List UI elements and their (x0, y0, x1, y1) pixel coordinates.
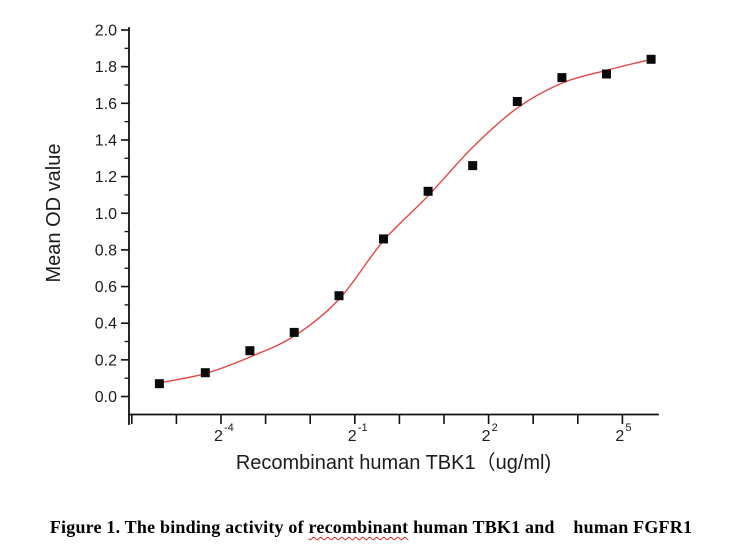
x-tick-label: 2 -1 (348, 422, 368, 445)
y-tick-label: 2.0 (95, 23, 117, 40)
x-tick-label-exponent: 2 (492, 422, 498, 434)
y-tick-label: 0.6 (95, 279, 117, 296)
x-tick-label-base: 2 (348, 428, 357, 445)
x-tick-label-exponent: 5 (625, 422, 631, 434)
x-tick-labels: 2 -4 2 -1 2 2 2 5 (214, 422, 632, 445)
data-point-marker (512, 97, 522, 106)
y-tick-label: 1.6 (95, 96, 117, 113)
data-point-marker (334, 291, 344, 301)
x-axis-ticks (131, 414, 624, 424)
x-tick-label-base: 2 (214, 428, 223, 445)
data-point-marker (602, 69, 611, 79)
y-tick-label: 1.2 (95, 169, 117, 186)
caption-prefix: Figure 1. The binding activity of (49, 517, 309, 537)
binding-curve-chart: 0.00.20.40.60.81.01.21.41.61.82.02 -4 2 -1 2… (43, 23, 659, 474)
y-tick-label: 0.8 (95, 242, 117, 259)
axes (128, 27, 659, 425)
x-tick-label-exponent: -1 (358, 422, 368, 434)
data-point-marker (289, 327, 299, 337)
y-axis-title: Mean OD value (43, 144, 65, 283)
data-point-marker (379, 234, 388, 244)
y-axis-ticks (121, 29, 129, 398)
data-point-marker (468, 161, 478, 171)
data-point-marker (423, 186, 433, 196)
x-tick-label-base: 2 (615, 428, 624, 445)
y-tick-label: 1.8 (95, 59, 117, 76)
x-tick-label: 2 -4 (214, 422, 234, 445)
data-point-marker (557, 73, 567, 83)
data-point-marker (245, 346, 255, 356)
y-tick-label: 0.4 (95, 316, 117, 333)
caption-misspelled-word: recombinant (308, 517, 409, 537)
data-point-marker (154, 379, 164, 389)
figure-caption: Figure 1. The binding activity of recomb… (0, 517, 742, 538)
x-tick-label-base: 2 (482, 428, 491, 445)
y-tick-label: 1.4 (95, 132, 117, 149)
x-axis-title: Recombinant human TBK1（ug/ml) (236, 451, 551, 474)
y-tick-labels: 0.0 0.2 0.4 0.6 0.8 1.0 1.2 1.4 1.6 1.8 2.0 (95, 23, 117, 407)
x-tick-label-exponent: -4 (224, 422, 234, 434)
y-tick-label: 0.0 (95, 389, 117, 406)
caption-suffix: human TBK1 and human FGFR1 (408, 517, 693, 537)
fit-curve (160, 58, 652, 384)
data-points (154, 54, 656, 389)
data-point-marker (646, 54, 656, 64)
y-tick-label: 1.0 (95, 206, 117, 223)
y-tick-label: 0.2 (95, 352, 117, 369)
data-point-marker (200, 368, 210, 378)
